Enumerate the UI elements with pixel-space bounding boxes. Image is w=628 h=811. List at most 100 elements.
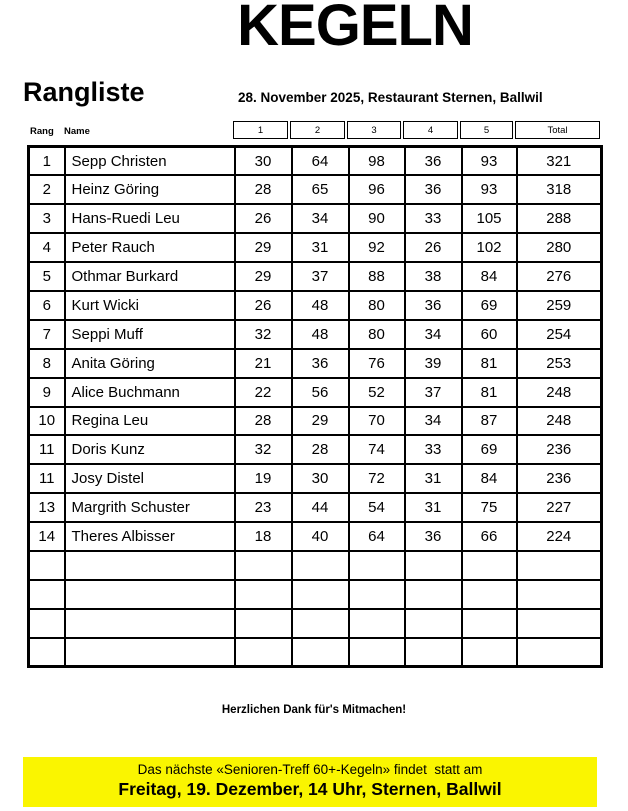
rank-cell <box>27 578 66 610</box>
rank-cell: 9 <box>27 376 66 408</box>
name-cell: Josy Distel <box>63 463 236 495</box>
score-cell: 60 <box>460 318 518 350</box>
score-header-box: Total <box>515 121 600 139</box>
score-header-box: 1 <box>233 121 288 139</box>
score-cell <box>233 549 293 581</box>
score-cell: 87 <box>460 405 518 437</box>
score-cell: 72 <box>347 463 406 495</box>
rank-cell: 5 <box>27 261 66 292</box>
rank-cell <box>27 549 66 581</box>
empty-row <box>27 636 603 668</box>
total-cell: 224 <box>515 521 603 552</box>
score-cell: 32 <box>233 318 293 350</box>
score-cell: 105 <box>460 203 518 235</box>
score-cell: 40 <box>290 521 350 552</box>
total-cell: 227 <box>515 492 603 524</box>
name-cell: Alice Buchmann <box>63 376 236 408</box>
score-cell <box>290 607 350 639</box>
rank-cell: 14 <box>27 521 66 552</box>
ranking-table-body: 1 Sepp Christen 30 64 98 36 93 321 2 Heinz Göring… <box>27 145 603 668</box>
score-cell: 36 <box>290 347 350 379</box>
score-cell <box>460 549 518 581</box>
name-cell <box>63 607 236 639</box>
table-row: 7 Seppi Muff 32 48 80 34 60 254 <box>27 318 603 350</box>
score-cell: 84 <box>460 463 518 495</box>
list-title: Rangliste <box>23 77 145 107</box>
empty-row <box>27 549 603 581</box>
next-event-banner: Das nächste «Senioren-Treff 60+-Kegeln» … <box>23 757 597 807</box>
score-cell: 22 <box>233 376 293 408</box>
score-cell <box>460 578 518 610</box>
total-cell <box>515 636 603 668</box>
score-cell <box>290 636 350 668</box>
score-cell <box>347 636 406 668</box>
total-cell: 321 <box>515 145 603 177</box>
score-cell: 48 <box>290 289 350 321</box>
total-cell: 248 <box>515 405 603 437</box>
page-title: KEGELN <box>237 0 474 58</box>
score-cell: 93 <box>460 145 518 177</box>
name-column-label: Name <box>64 126 90 137</box>
name-cell: Hans-Ruedi Leu <box>63 203 236 235</box>
score-cell: 33 <box>403 203 463 235</box>
table-row: 9 Alice Buchmann 22 56 52 37 81 248 <box>27 376 603 408</box>
rank-cell: 6 <box>27 289 66 321</box>
score-header-box: 3 <box>347 121 401 139</box>
score-cell <box>347 578 406 610</box>
total-cell <box>515 607 603 639</box>
rank-cell: 7 <box>27 318 66 350</box>
rank-cell: 11 <box>27 434 66 466</box>
table-row: 10 Regina Leu 28 29 70 34 87 248 <box>27 405 603 437</box>
name-cell: Sepp Christen <box>63 145 236 177</box>
name-cell <box>63 549 236 581</box>
name-cell: Regina Leu <box>63 405 236 437</box>
score-cell: 66 <box>460 521 518 552</box>
score-cell: 90 <box>347 203 406 235</box>
total-cell: 318 <box>515 174 603 206</box>
score-cell: 81 <box>460 347 518 379</box>
score-cell: 70 <box>347 405 406 437</box>
score-cell: 31 <box>403 463 463 495</box>
total-cell: 253 <box>515 347 603 379</box>
ranking-table: 1 Sepp Christen 30 64 98 36 93 321 2 Heinz Göring… <box>27 145 603 669</box>
score-cell: 48 <box>290 318 350 350</box>
score-cell <box>403 549 463 581</box>
rank-cell: 10 <box>27 405 66 437</box>
score-cell: 28 <box>233 405 293 437</box>
score-cell: 34 <box>290 203 350 235</box>
score-cell: 36 <box>403 174 463 206</box>
score-cell <box>233 636 293 668</box>
score-cell: 39 <box>403 347 463 379</box>
rank-cell: 3 <box>27 203 66 235</box>
next-event-text: Das nächste «Senioren-Treff 60+-Kegeln» … <box>137 762 483 777</box>
score-cell: 26 <box>403 232 463 264</box>
score-cell: 34 <box>403 318 463 350</box>
total-cell: 236 <box>515 434 603 466</box>
score-cell <box>403 636 463 668</box>
score-header-box: 4 <box>403 121 458 139</box>
score-cell: 31 <box>403 492 463 524</box>
score-cell: 102 <box>460 232 518 264</box>
score-cell <box>233 607 293 639</box>
score-cell <box>403 578 463 610</box>
score-cell: 29 <box>233 232 293 264</box>
name-cell <box>63 636 236 668</box>
score-cell <box>290 578 350 610</box>
score-cell: 30 <box>233 145 293 177</box>
score-cell: 64 <box>290 145 350 177</box>
table-row: 8 Anita Göring 21 36 76 39 81 253 <box>27 347 603 379</box>
score-cell: 69 <box>460 289 518 321</box>
table-row: 1 Sepp Christen 30 64 98 36 93 321 <box>27 145 603 177</box>
total-cell: 276 <box>515 261 603 292</box>
total-cell: 259 <box>515 289 603 321</box>
score-cell: 44 <box>290 492 350 524</box>
score-cell: 80 <box>347 318 406 350</box>
score-cell: 52 <box>347 376 406 408</box>
score-header-box: 5 <box>460 121 513 139</box>
score-cell: 80 <box>347 289 406 321</box>
rank-column-label: Rang <box>30 126 54 137</box>
rank-cell <box>27 607 66 639</box>
score-cell: 32 <box>233 434 293 466</box>
table-row: 11 Josy Distel 19 30 72 31 84 236 <box>27 463 603 495</box>
score-header-box: 2 <box>290 121 345 139</box>
